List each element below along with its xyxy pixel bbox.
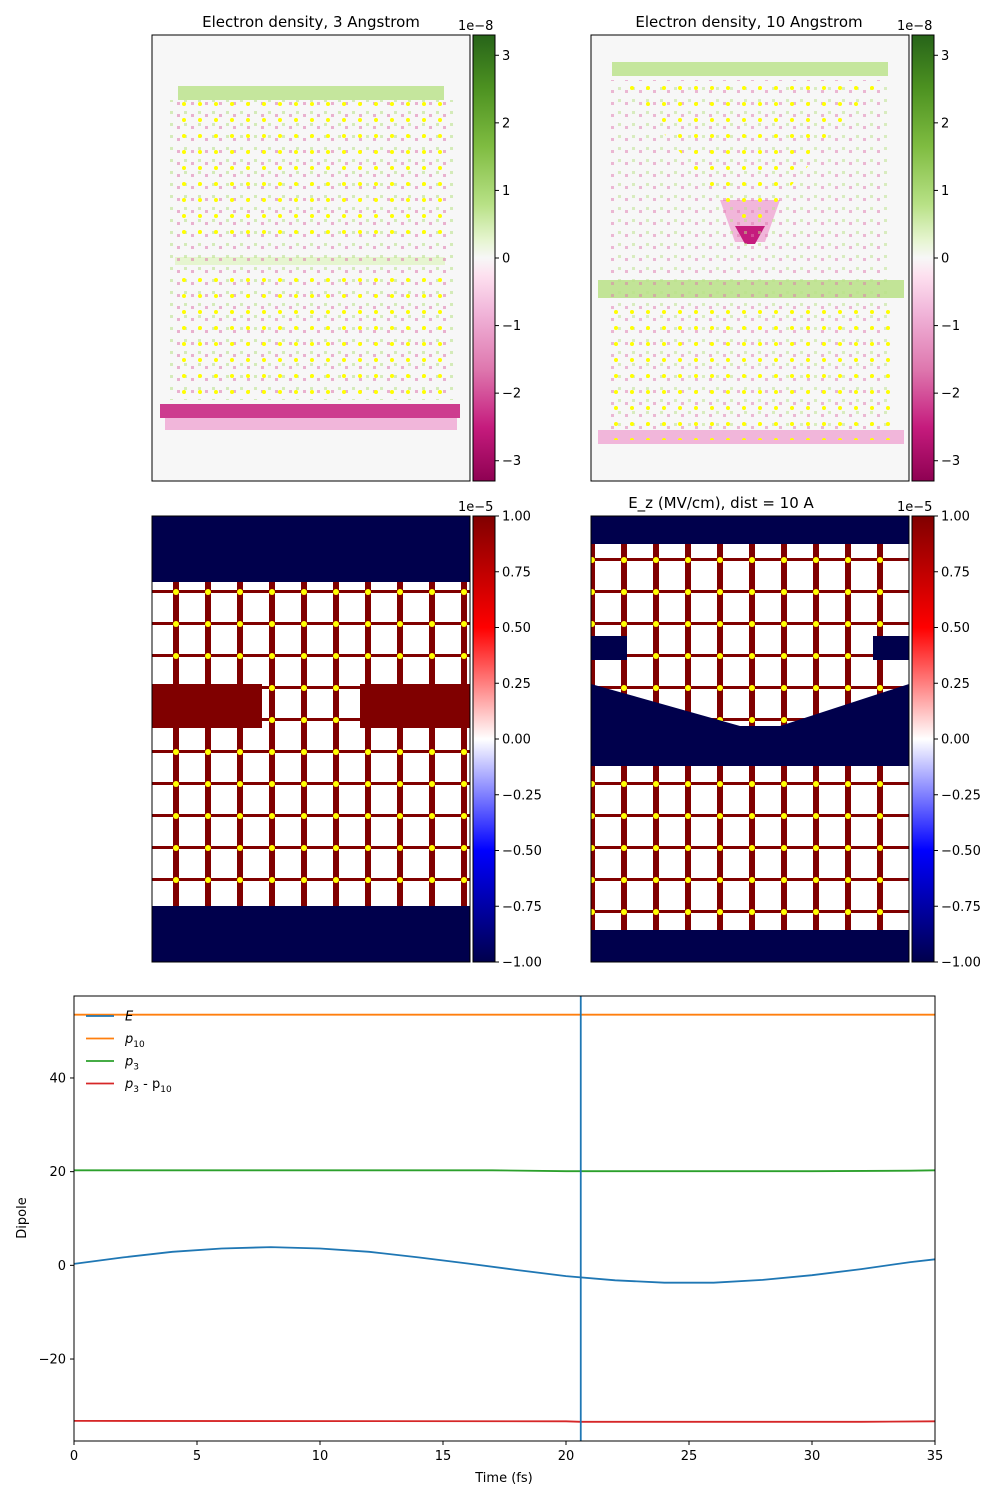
field-10-cb-exponent: 1e−5 — [897, 500, 932, 515]
cb-tick-label-1-5: 2 — [941, 116, 949, 131]
cb-tick-label-1-2: −1 — [941, 319, 960, 334]
series-line-E — [73, 1246, 936, 1284]
x-tick-label-7: 35 — [927, 1449, 944, 1464]
cb-tick-label-2-2: −0.50 — [502, 844, 542, 859]
cb-tick-label-2-3: −0.25 — [502, 788, 542, 803]
cb-tick-label-1-0: −3 — [941, 454, 960, 469]
x-axis-label: Time (fs) — [474, 1471, 532, 1486]
density-3-cb-exponent: 1e−8 — [458, 19, 493, 34]
x-tick-label-1: 5 — [193, 1449, 201, 1464]
x-tick-label-2: 10 — [312, 1449, 329, 1464]
y-tick-label-3: 40 — [49, 1071, 66, 1086]
cb-tick-label-3-8: 1.00 — [941, 510, 970, 525]
density-10-colorbar: 1e−8 −3 −2 −1 0 1 2 3 — [897, 19, 960, 482]
x-tick-label-4: 20 — [558, 1449, 575, 1464]
field-10-title: E_z (MV/cm), dist = 10 A — [628, 494, 814, 513]
density-10-panel: Electron density, 10 Angstrom 1e−8 −3 −2 −… — [590, 13, 960, 482]
density-10-heatmap — [590, 34, 910, 482]
dipole-axes-frame — [73, 995, 936, 1442]
legend-label-E: E — [125, 1010, 134, 1025]
cb-tick-label-1-1: −2 — [941, 387, 960, 402]
density-10-title: Electron density, 10 Angstrom — [635, 13, 862, 31]
cb-tick-label-0-3: 0 — [502, 252, 510, 267]
cb-tick-label-2-6: 0.50 — [502, 621, 531, 636]
cb-tick-label-1-4: 1 — [941, 184, 949, 199]
cb-tick-label-2-7: 0.75 — [502, 565, 531, 580]
cb-tick-label-3-3: −0.25 — [941, 788, 981, 803]
cb-tick-label-3-4: 0.00 — [941, 733, 970, 748]
density-3-panel: Electron density, 3 Angstrom 1e−8 −3 −2 −1… — [151, 13, 521, 482]
y-tick-label-1: 0 — [58, 1259, 66, 1274]
y-tick-label-2: 20 — [49, 1165, 66, 1180]
cb-tick-label-3-0: −1.00 — [941, 956, 981, 971]
x-tick-label-3: 15 — [435, 1449, 452, 1464]
cb-tick-label-0-6: 3 — [502, 49, 510, 64]
cb-tick-label-0-5: 2 — [502, 116, 510, 131]
legend-label-p3: p3 — [124, 1055, 139, 1073]
cb-tick-label-1-6: 3 — [941, 49, 949, 64]
cb-tick-label-3-7: 0.75 — [941, 565, 970, 580]
cb-tick-label-3-2: −0.50 — [941, 844, 981, 859]
cb-tick-label-0-0: −3 — [502, 454, 521, 469]
cb-tick-label-2-1: −0.75 — [502, 900, 542, 915]
field-3-panel: 1e−5 −1.00 −0.75 −0.50 −0.25 0.00 0.25 0.50 0.7… — [151, 500, 542, 971]
legend-label-p10: p10 — [124, 1032, 145, 1050]
density-10-cb-exponent: 1e−8 — [897, 19, 932, 34]
cb-tick-label-1-3: 0 — [941, 252, 949, 267]
legend-label-diff: p3 - p10 — [124, 1077, 172, 1095]
density-3-heatmap — [151, 34, 471, 482]
series-line-diff — [73, 1420, 936, 1423]
field-3-cb-exponent: 1e−5 — [458, 500, 493, 515]
density-3-title: Electron density, 3 Angstrom — [202, 13, 420, 31]
cb-tick-label-3-1: −0.75 — [941, 900, 981, 915]
field-10-panel: E_z (MV/cm), dist = 10 A 1e−5 −1.00 −0.75… — [590, 494, 981, 971]
field-10-heatmap — [590, 515, 910, 963]
field-3-heatmap — [151, 515, 471, 963]
series-line-p3 — [74, 1169, 936, 1173]
density-3-colorbar: 1e−8 −3 −2 −1 0 1 2 3 — [458, 19, 521, 482]
y-axis-label: Dipole — [15, 1197, 30, 1238]
x-tick-label-5: 25 — [681, 1449, 698, 1464]
cb-tick-label-2-4: 0.00 — [502, 733, 531, 748]
cb-tick-label-2-0: −1.00 — [502, 956, 542, 971]
x-tick-label-6: 30 — [804, 1449, 821, 1464]
y-tick-label-0: −20 — [39, 1353, 66, 1368]
cb-tick-label-3-6: 0.50 — [941, 621, 970, 636]
cb-tick-label-0-2: −1 — [502, 319, 521, 334]
cb-tick-label-3-5: 0.25 — [941, 677, 970, 692]
x-tick-label-0: 0 — [70, 1449, 78, 1464]
cb-tick-label-2-5: 0.25 — [502, 677, 531, 692]
cb-tick-label-2-8: 1.00 — [502, 510, 531, 525]
cb-tick-label-0-4: 1 — [502, 184, 510, 199]
field-3-colorbar: 1e−5 −1.00 −0.75 −0.50 −0.25 0.00 0.25 0.50 0.7… — [458, 500, 542, 971]
field-10-colorbar: 1e−5 −1.00 −0.75 −0.50 −0.25 0.00 0.25 0.50 0.7… — [897, 500, 981, 971]
cb-tick-label-0-1: −2 — [502, 387, 521, 402]
